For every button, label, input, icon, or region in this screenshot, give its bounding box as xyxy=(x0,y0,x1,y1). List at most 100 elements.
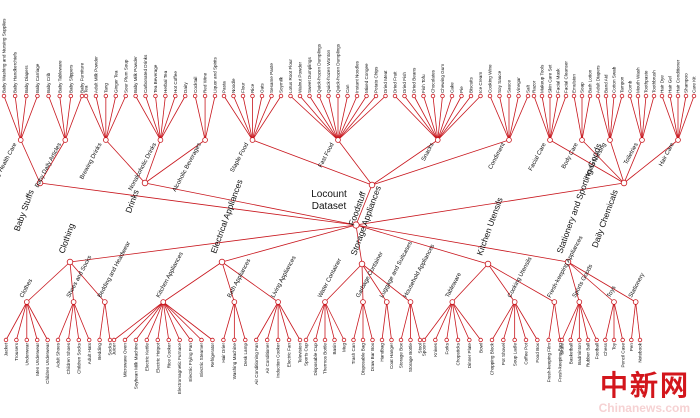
leaf-label: Dairy xyxy=(183,82,188,93)
leaf-label: Jacket xyxy=(4,342,9,356)
leaf-label: Tea Beverage xyxy=(153,64,158,93)
leaf-node xyxy=(66,337,71,343)
leaf-node xyxy=(97,337,102,343)
subcategory-label: Toiletries xyxy=(623,142,639,166)
link-leaf xyxy=(64,95,83,141)
leaf-node xyxy=(316,93,322,99)
link-leaf xyxy=(337,95,348,141)
leaf-label: Flour xyxy=(241,82,246,93)
leaf-node xyxy=(123,93,128,99)
leaf-node xyxy=(585,337,591,343)
leaf-node xyxy=(83,93,89,99)
leaf-label: Underwear xyxy=(24,343,29,366)
mid-node xyxy=(506,137,512,143)
leaf-node xyxy=(659,93,665,99)
leaf-node xyxy=(212,93,218,99)
root-node xyxy=(352,221,360,229)
leaf-label: Cake xyxy=(450,82,455,93)
leaf-node xyxy=(478,337,483,343)
leaf-node xyxy=(364,93,369,99)
link-leaf xyxy=(59,95,66,141)
link-leaf xyxy=(514,301,538,341)
link-leaf xyxy=(437,95,481,141)
leaf-node xyxy=(373,93,379,99)
link-toiletries xyxy=(623,139,643,184)
leaf-node xyxy=(459,93,464,99)
leaf-node xyxy=(45,337,50,343)
subcategory-label: Fast Food xyxy=(318,142,336,169)
leaf-label: Microwave Oven xyxy=(123,343,128,378)
leaf-label: Razor xyxy=(532,80,537,93)
mid-node xyxy=(23,299,30,305)
link-leaf xyxy=(452,301,481,341)
link-leaf xyxy=(533,95,551,141)
link-leaf xyxy=(204,95,216,141)
leaf-node xyxy=(629,337,634,343)
leaf-label: Baby Furniture xyxy=(80,62,85,93)
link-leaf xyxy=(233,95,253,141)
leaf-label: Herbal Tea xyxy=(163,70,168,93)
leaf-label: Toy xyxy=(612,342,617,350)
link-leaf xyxy=(135,301,164,341)
leaf-label: Walnut Powder xyxy=(298,62,303,93)
link-leaf xyxy=(604,301,615,341)
link-leaf xyxy=(95,95,107,141)
link-tableware xyxy=(452,263,489,303)
leaf-node xyxy=(354,93,360,99)
link-leaf xyxy=(124,301,164,341)
leaf-node xyxy=(516,93,521,99)
leaf-node xyxy=(546,337,551,343)
leaf-node xyxy=(264,337,270,343)
leaf-node xyxy=(611,93,617,99)
leaf-node xyxy=(539,93,545,99)
leaf-label: Baby Diapers xyxy=(24,65,29,93)
leaf-label: Electric Frying Pan xyxy=(188,343,193,382)
leaf-node xyxy=(153,93,158,99)
leaf-label: Instant Noodles xyxy=(355,60,360,93)
subcategory-label: Clothes xyxy=(19,278,34,299)
link-leaf xyxy=(605,95,611,141)
leaf-label: Band Aid xyxy=(604,74,609,93)
leaf-label: Baby Tableware xyxy=(57,60,62,93)
link-leaf xyxy=(677,95,687,141)
mid-node xyxy=(102,299,108,305)
leaf-node xyxy=(637,337,643,343)
link-leaf xyxy=(451,301,470,341)
leaf-label: Hot Coffee xyxy=(173,71,178,93)
link-leaf xyxy=(362,301,373,341)
link-leaf xyxy=(20,95,38,141)
leaf-label: Dried Meat xyxy=(383,70,388,93)
leaf-label: Noodle xyxy=(231,78,236,93)
leaf-label: Disposable Cup xyxy=(313,343,318,376)
leaf-node xyxy=(603,93,609,99)
leaf-node xyxy=(177,337,182,343)
link-leaf xyxy=(514,301,527,341)
leaf-node xyxy=(232,337,237,343)
leaf-node xyxy=(275,337,281,343)
mid-node xyxy=(160,299,167,305)
link-leaf xyxy=(451,301,459,341)
leaf-node xyxy=(421,337,427,343)
link-root-storage-appliances xyxy=(355,224,363,265)
leaf-node xyxy=(379,337,385,343)
leaf-node xyxy=(231,93,236,99)
leaf-node xyxy=(221,337,226,343)
leaf-label: Draw Bar Box xyxy=(370,342,375,371)
leaf-node xyxy=(430,93,436,99)
link-leaf xyxy=(3,95,22,141)
leaf-label: Potato Chips xyxy=(374,66,379,93)
subcategory-label: Hair Care xyxy=(658,142,676,168)
leaf-label: Badminton xyxy=(577,343,582,365)
leaf-label: Thermos Bottle xyxy=(323,343,328,375)
leaf-node xyxy=(577,337,582,343)
link-leaf xyxy=(434,301,453,341)
link-leaf xyxy=(194,95,206,141)
leaf-node xyxy=(35,337,40,343)
leaf-label: Hair Gel xyxy=(668,76,673,93)
link-root-drinks xyxy=(144,182,357,226)
leaf-label: Knives xyxy=(433,342,438,356)
link-leaf xyxy=(105,95,127,141)
link-leaf xyxy=(661,95,679,141)
link-leaf xyxy=(85,95,107,141)
link-living-appliances xyxy=(221,261,279,303)
